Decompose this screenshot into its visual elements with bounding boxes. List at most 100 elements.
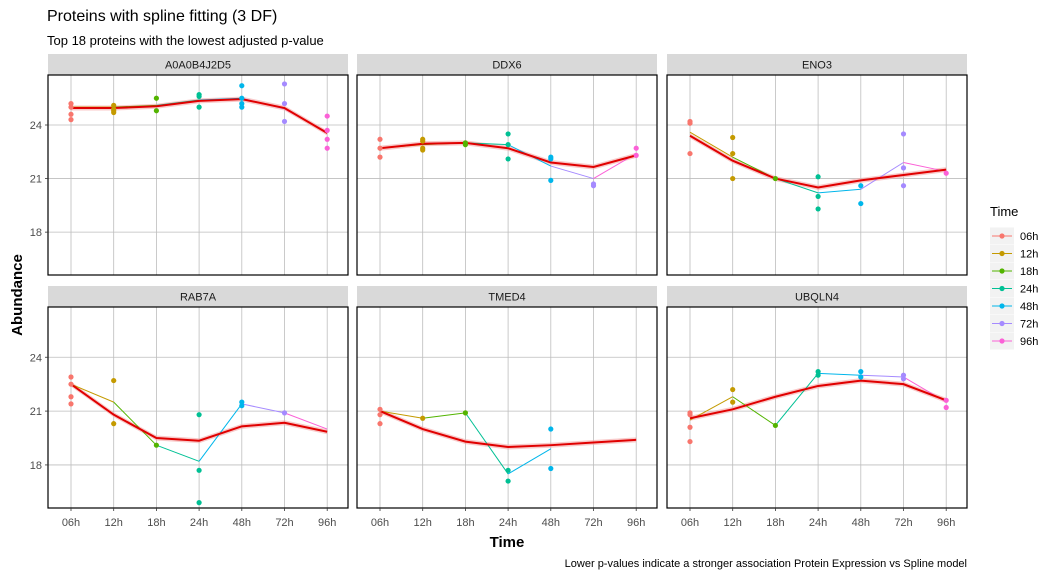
y-axis-title: Abundance xyxy=(9,254,26,336)
x-tick-label: 72h xyxy=(894,517,912,529)
legend-key-point xyxy=(999,250,1005,257)
data-point xyxy=(324,136,330,142)
y-tick-label: 24 xyxy=(30,352,42,364)
data-point xyxy=(377,154,383,160)
legend-label: 48h xyxy=(1020,301,1038,313)
mean-line-segment xyxy=(379,410,423,419)
data-point xyxy=(111,108,117,114)
x-tick-label: 24h xyxy=(809,517,827,529)
x-axis-title: Time xyxy=(490,534,525,551)
data-point xyxy=(111,377,117,384)
mean-line-segment xyxy=(422,412,466,419)
facet-strip-label: RAB7A xyxy=(180,292,217,304)
facet-ubqln4: UBQLN4 06h 12h 18h 24h 48h 72h 96h xyxy=(666,286,968,529)
data-point xyxy=(687,438,693,445)
mean-line-segment xyxy=(284,412,328,430)
legend-label: 18h xyxy=(1020,266,1038,278)
data-point xyxy=(730,134,736,141)
panel-border xyxy=(356,306,658,509)
x-tick-label: 06h xyxy=(371,517,389,529)
data-point xyxy=(281,410,288,416)
facet-panels: A0A0B4J2D5 18 21 24 DDX6 ENO3 RAB7A 18 21 24 06h 12… xyxy=(30,54,968,529)
data-point xyxy=(196,92,202,98)
legend-key-point xyxy=(999,233,1005,239)
data-point xyxy=(281,81,288,87)
data-point xyxy=(462,142,468,148)
facet-ddx6: DDX6 xyxy=(356,54,658,276)
facet-strip xyxy=(48,286,348,307)
panel-background xyxy=(48,307,348,508)
mean-line-segment xyxy=(507,448,552,475)
panel-border xyxy=(47,74,349,276)
x-tick-label: 72h xyxy=(275,517,293,529)
data-point xyxy=(858,374,864,380)
panel-border xyxy=(356,74,658,276)
x-tick-label: 72h xyxy=(584,517,602,529)
mean-line-segment xyxy=(860,374,904,378)
data-point xyxy=(548,156,554,162)
data-point xyxy=(111,102,117,108)
facet-a0a0b4j2d5: A0A0B4J2D5 18 21 24 xyxy=(30,54,349,276)
legend-item-06h: 06h xyxy=(990,227,1038,245)
data-point xyxy=(196,104,202,110)
chart-subtitle: Top 18 proteins with the lowest adjusted… xyxy=(47,33,324,48)
x-tick-label: 96h xyxy=(627,517,645,529)
x-tick-label: 12h xyxy=(724,517,742,529)
data-point xyxy=(281,100,288,107)
data-point xyxy=(68,401,74,407)
x-tick-label: 48h xyxy=(542,517,560,529)
data-point xyxy=(377,421,383,427)
mean-line-segment xyxy=(689,131,733,158)
data-point xyxy=(943,170,949,176)
x-tick-label: 18h xyxy=(456,517,474,529)
data-point xyxy=(377,406,383,412)
legend-label: 72h xyxy=(1020,319,1038,331)
mean-line-segment xyxy=(241,403,285,414)
mean-line-segment xyxy=(70,383,114,403)
spline-line xyxy=(689,379,947,420)
data-point xyxy=(239,399,245,405)
data-point xyxy=(687,424,693,430)
data-point xyxy=(505,142,511,148)
data-point xyxy=(815,193,821,200)
data-point xyxy=(815,174,821,180)
data-point xyxy=(772,422,779,429)
legend-key-point xyxy=(999,303,1005,309)
mean-line-segment xyxy=(818,372,861,376)
data-point xyxy=(196,412,202,418)
data-point xyxy=(687,150,693,157)
x-tick-label: 48h xyxy=(852,517,870,529)
data-point xyxy=(505,156,511,162)
spline-line xyxy=(379,141,637,168)
data-point xyxy=(943,397,949,403)
legend-item-48h: 48h xyxy=(990,297,1038,315)
x-tick-label: 12h xyxy=(414,517,432,529)
data-point xyxy=(239,403,245,409)
data-point xyxy=(858,369,864,375)
legend-label: 24h xyxy=(1020,284,1038,296)
x-tick-label: 96h xyxy=(318,517,336,529)
data-point xyxy=(239,83,245,89)
facet-strip-label: DDX6 xyxy=(492,60,521,72)
data-point xyxy=(239,104,245,110)
data-point xyxy=(858,200,864,207)
data-point xyxy=(153,95,159,101)
legend-item-24h: 24h xyxy=(990,280,1038,297)
data-point xyxy=(943,404,949,411)
x-tick-label: 12h xyxy=(105,517,123,529)
facet-strip xyxy=(667,286,967,307)
data-point xyxy=(239,100,245,107)
data-point xyxy=(815,206,821,212)
data-point xyxy=(548,177,554,183)
spline-ribbon xyxy=(71,381,328,444)
spline-line xyxy=(70,383,328,442)
mean-line-segment xyxy=(732,396,776,426)
mean-line-segment xyxy=(550,165,594,180)
legend-key-point xyxy=(999,285,1005,292)
x-tick-label: 18h xyxy=(766,517,784,529)
x-tick-label: 06h xyxy=(62,517,80,529)
data-point xyxy=(68,394,74,400)
x-tick-label: 48h xyxy=(233,517,251,529)
data-point xyxy=(900,165,907,171)
